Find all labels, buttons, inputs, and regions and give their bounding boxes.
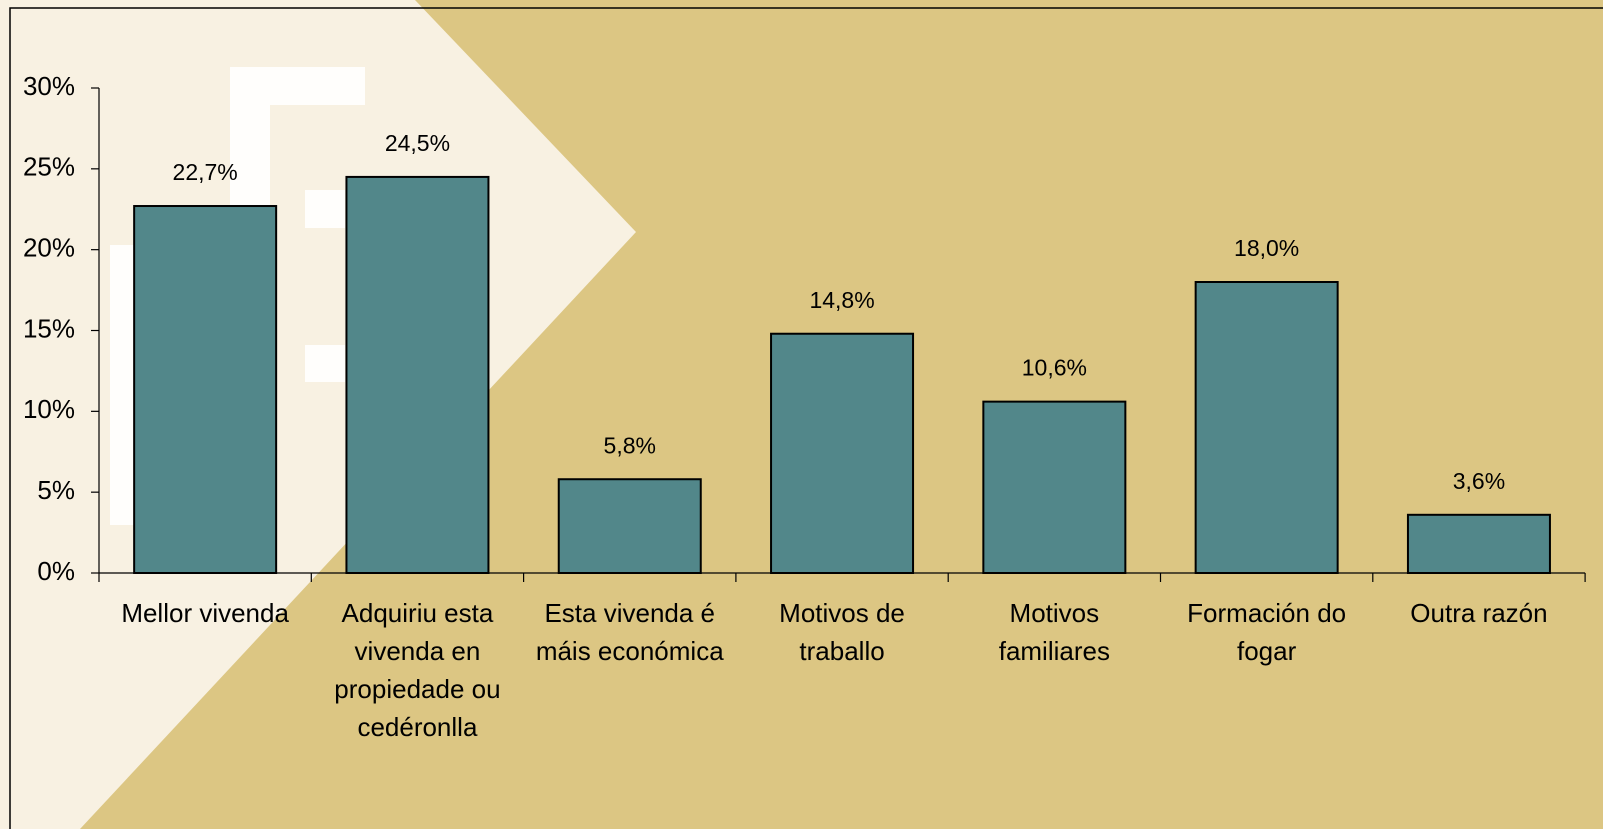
y-tick-label: 15% [23, 313, 75, 343]
bar [557, 478, 702, 575]
x-tick-label: Adquiriu esta vivenda en propiedade ou c… [334, 598, 501, 742]
value-label: 10,6% [1022, 355, 1087, 381]
y-tick-label: 10% [23, 394, 75, 424]
value-label: 5,8% [604, 432, 656, 458]
y-tick-label: 0% [37, 556, 75, 586]
x-tick-label: Esta vivenda é máis económica [535, 598, 724, 666]
bar [345, 175, 490, 575]
bar [982, 400, 1127, 574]
value-label: 22,7% [173, 159, 238, 185]
x-tick-label: Mellor vivenda [121, 598, 289, 628]
x-tick-label: Motivos familiares [998, 598, 1110, 666]
x-tick-label: Outra razón [1410, 598, 1548, 628]
value-label: 3,6% [1453, 468, 1505, 494]
x-tick-label: Formación do fogar [1187, 598, 1347, 666]
bar [133, 205, 278, 574]
frame [9, 7, 1603, 829]
x-tick-label: Motivos de traballo [779, 598, 905, 666]
value-label: 24,5% [385, 130, 450, 156]
bar [1406, 513, 1551, 574]
y-tick-label: 30% [23, 71, 75, 101]
value-label: 18,0% [1234, 235, 1299, 261]
bar [1194, 281, 1339, 574]
bar [770, 332, 915, 574]
value-label: 14,8% [809, 287, 874, 313]
y-tick-label: 25% [23, 152, 75, 182]
y-tick-label: 20% [23, 233, 75, 263]
y-tick-label: 5% [37, 475, 75, 505]
